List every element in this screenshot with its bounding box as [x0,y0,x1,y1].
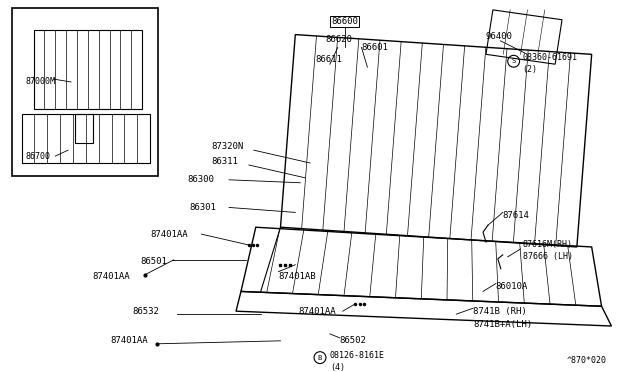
Text: 86611: 86611 [315,55,342,64]
Text: 86601: 86601 [362,43,388,52]
Text: 87666 (LH): 87666 (LH) [522,252,573,262]
Bar [33,30,142,109]
Text: 86301: 86301 [189,203,216,212]
Text: 08360-61691: 08360-61691 [522,53,577,62]
Text: (4): (4) [330,363,345,372]
Text: 86532: 86532 [132,307,159,316]
Text: 87616M(RH): 87616M(RH) [522,241,573,250]
Text: 8741B+A(LH): 8741B+A(LH) [473,320,532,328]
Text: 86502: 86502 [340,336,367,345]
Text: ^870*020: ^870*020 [566,356,607,365]
Text: 87401AA: 87401AA [111,336,148,345]
Text: 87401AA: 87401AA [150,230,188,238]
Text: (2): (2) [522,65,538,74]
Text: 08126-8161E: 08126-8161E [330,351,385,360]
Text: 96400: 96400 [486,32,513,41]
Text: 87000M: 87000M [26,77,56,87]
Text: 86311: 86311 [211,157,238,166]
Text: 87614: 87614 [503,211,530,220]
Text: 87401AB: 87401AB [278,272,316,281]
Text: 86300: 86300 [188,175,214,184]
Text: S: S [511,58,516,64]
Text: 8741B (RH): 8741B (RH) [473,307,527,316]
Text: 86700: 86700 [26,151,51,161]
Text: 86501: 86501 [140,257,167,266]
Bar [22,113,150,163]
Text: 87401AA: 87401AA [298,307,336,316]
Bar [12,8,158,176]
Text: 86600: 86600 [332,17,358,26]
Text: 87320N: 87320N [211,142,244,151]
Text: 87401AA: 87401AA [93,272,131,281]
Text: B: B [318,355,322,360]
Text: 86620: 86620 [325,35,352,44]
Bar [75,113,93,143]
Text: 86010A: 86010A [496,282,528,291]
